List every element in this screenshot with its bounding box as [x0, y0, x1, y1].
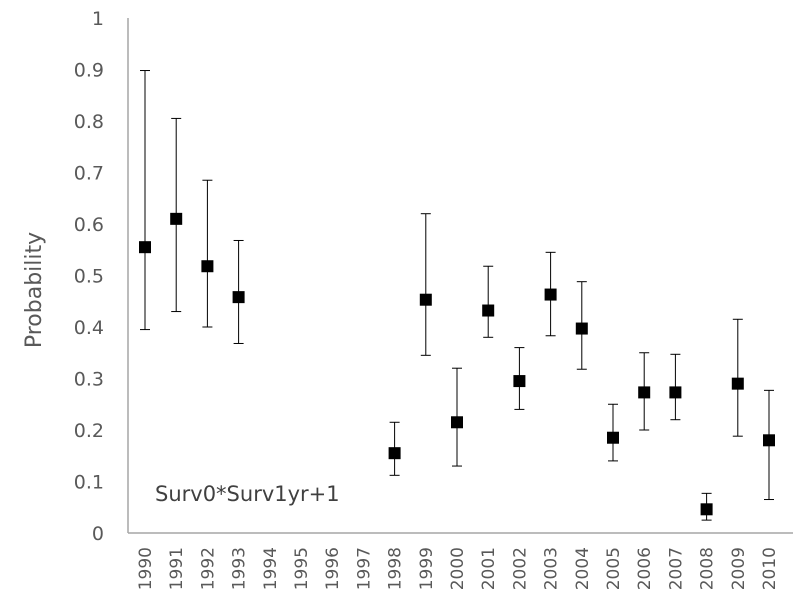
chart-annotation: Surv0*Surv1yr+1	[155, 482, 340, 506]
error-bar	[483, 265, 494, 338]
x-tick-label: 2005	[604, 547, 624, 590]
x-tick-label: 1995	[292, 547, 312, 590]
data-point	[700, 503, 713, 516]
x-tick-label: 1992	[198, 547, 218, 590]
x-tick-label: 1998	[386, 547, 406, 590]
data-point	[451, 416, 463, 429]
plot-area	[127, 18, 793, 534]
x-tick-label: 1997	[354, 547, 374, 590]
x-tick-label: 2006	[635, 547, 655, 590]
data-point	[170, 212, 183, 225]
x-tick-label: 2000	[448, 547, 468, 590]
data-point	[388, 447, 401, 460]
y-tick-label: 1	[92, 8, 104, 30]
x-tick-label: 2001	[479, 547, 499, 590]
error-bar	[420, 213, 431, 356]
x-tick-label: 2010	[760, 547, 780, 590]
x-tick-label: 1994	[261, 547, 281, 590]
x-tick-label: 1990	[136, 547, 156, 590]
x-tick-label: 2002	[510, 547, 530, 590]
data-point	[482, 304, 495, 317]
x-tick-label: 1996	[323, 547, 343, 590]
data-point	[419, 293, 432, 306]
data-point	[201, 260, 214, 273]
data-point	[575, 322, 588, 335]
x-tick-labels: 1990 1991 1992 1993 1994 1995 1996 1997 1998 1999…	[136, 547, 780, 590]
data-point	[731, 377, 744, 390]
y-tick-label: 0.1	[74, 472, 104, 494]
data-points	[139, 212, 775, 516]
data-point	[232, 291, 245, 304]
y-tick-label: 0.4	[74, 317, 104, 339]
y-tick-label: 0.7	[74, 163, 104, 185]
y-axis-title: Probability	[22, 232, 47, 348]
x-tick-label: 1991	[167, 547, 187, 590]
data-point	[638, 386, 651, 399]
y-tick-label: 0.8	[74, 111, 104, 133]
y-tick-labels: 0 0.1 0.2 0.3 0.4 0.5 0.6 0.7 0.8 0.9 1	[74, 8, 104, 545]
x-tick-label: 2004	[573, 547, 593, 590]
x-tick-label: 1999	[417, 547, 437, 590]
y-tick-label: 0.6	[74, 214, 104, 236]
error-bar	[140, 70, 150, 331]
data-point	[544, 288, 557, 301]
x-tick-label: 1993	[230, 547, 250, 590]
x-tick-label: 2007	[666, 547, 686, 590]
y-tick-label: 0.5	[74, 266, 104, 288]
x-tick-label: 2003	[542, 547, 562, 590]
data-point	[139, 241, 151, 254]
y-tick-label: 0	[92, 523, 104, 545]
y-tick-label: 0.9	[74, 60, 104, 82]
y-tick-label: 0.3	[74, 369, 104, 391]
error-bar	[202, 179, 213, 328]
data-point	[669, 386, 682, 399]
x-tick-label: 2008	[698, 547, 718, 590]
data-point	[763, 434, 775, 447]
x-tick-label: 2009	[729, 547, 749, 590]
data-point	[607, 431, 619, 444]
data-point	[513, 375, 526, 388]
y-tick-label: 0.2	[74, 420, 104, 442]
